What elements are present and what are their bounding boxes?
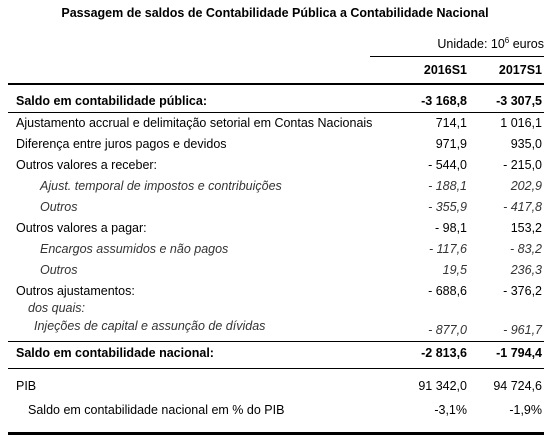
value-2017S1: - 215,0 — [503, 158, 542, 172]
value-2016S1: -3 168,8 — [421, 94, 467, 108]
table-row: Ajust. temporal de impostos e contribuiç… — [0, 176, 550, 196]
value-2016S1: - 877,0 — [428, 323, 467, 337]
row-label: Outros valores a receber: — [16, 158, 158, 172]
value-2016S1: - 117,6 — [429, 242, 467, 256]
value-2017S1: -1,9% — [509, 403, 542, 417]
column-header-row: 2016S1 2017S1 — [0, 60, 550, 80]
value-2017S1: 236,3 — [510, 263, 542, 277]
value-2017S1: 94 724,6 — [493, 379, 542, 393]
row-label: Ajust. temporal de impostos e contribuiç… — [40, 179, 282, 193]
row-label: Outros ajustamentos: — [16, 284, 135, 298]
table-row: Outros 19,5 236,3 — [0, 260, 550, 280]
unit-label: Unidade: 106 euros — [370, 36, 544, 51]
unit-rule — [370, 56, 544, 57]
row-rule — [8, 112, 544, 113]
table-row: Saldo em contabilidade nacional em % do … — [0, 400, 550, 420]
row-label: Outros — [40, 200, 78, 214]
row-label: PIB — [16, 379, 37, 393]
value-2016S1: - 544,0 — [428, 158, 467, 172]
table-row: Encargos assumidos e não pagos - 117,6 -… — [0, 239, 550, 259]
value-2016S1: 91 342,0 — [418, 379, 467, 393]
value-2017S1: - 83,2 — [510, 242, 542, 256]
table-row: Outros - 355,9 - 417,8 — [0, 197, 550, 217]
value-2016S1: 19,5 — [442, 263, 467, 277]
table-row: PIB 91 342,0 94 724,6 — [0, 376, 550, 396]
value-2017S1: 935,0 — [510, 137, 542, 151]
bottom-rule — [8, 432, 544, 435]
table-title: Passagem de saldos de Contabilidade Públ… — [61, 6, 489, 20]
row-rule — [8, 368, 544, 369]
unit-suffix: euros — [509, 37, 544, 51]
header-rule — [8, 83, 544, 85]
row-label: Saldo em contabilidade nacional em % do … — [28, 403, 285, 417]
unit-text: Unidade: 10 — [437, 37, 505, 51]
row-label: Saldo em contabilidade pública: — [16, 94, 208, 108]
unit-exponent: 6 — [504, 36, 510, 45]
value-2017S1: -1 794,4 — [496, 346, 542, 360]
value-2016S1: -3,1% — [434, 403, 467, 417]
table-row: dos quais: — [0, 300, 550, 316]
row-label: Diferença entre juros pagos e devidos — [16, 137, 227, 151]
value-2017S1: - 417,8 — [503, 200, 542, 214]
table-row: Injeções de capital e assunção de dívida… — [0, 316, 550, 337]
row-label: Saldo em contabilidade nacional: — [16, 346, 214, 360]
table-row: Saldo em contabilidade pública: -3 168,8… — [0, 91, 550, 111]
value-2017S1: - 961,7 — [503, 323, 542, 337]
value-2016S1: - 188,1 — [428, 179, 467, 193]
value-2016S1: - 98,1 — [435, 221, 467, 235]
value-2017S1: 1 016,1 — [500, 116, 542, 130]
row-label: Outros valores a pagar: — [16, 221, 147, 235]
table-row: Diferença entre juros pagos e devidos 97… — [0, 134, 550, 154]
column-header-2016S1: 2016S1 — [423, 63, 467, 77]
value-2016S1: - 688,6 — [428, 284, 467, 298]
row-label: Encargos assumidos e não pagos — [40, 242, 229, 256]
value-2016S1: - 355,9 — [428, 200, 467, 214]
row-label: Ajustamento accrual e delimitação setori… — [16, 116, 373, 130]
row-label: Injeções de capital e assunção de dívida… — [34, 319, 266, 333]
column-header-2017S1: 2017S1 — [498, 63, 542, 77]
table-row: Outros ajustamentos: - 688,6 - 376,2 — [0, 281, 550, 301]
value-2016S1: 971,9 — [435, 137, 467, 151]
value-2017S1: -3 307,5 — [496, 94, 542, 108]
value-2017S1: 153,2 — [510, 221, 542, 235]
value-2016S1: -2 813,6 — [421, 346, 467, 360]
row-label: Outros — [40, 263, 78, 277]
value-2017S1: 202,9 — [510, 179, 542, 193]
table-row: Outros valores a pagar: - 98,1 153,2 — [0, 218, 550, 238]
row-label: dos quais: — [28, 301, 85, 315]
table-row: Outros valores a receber: - 544,0 - 215,… — [0, 155, 550, 175]
table-row: Saldo em contabilidade nacional: -2 813,… — [0, 343, 550, 363]
value-2017S1: - 376,2 — [503, 284, 542, 298]
table-row: Ajustamento accrual e delimitação setori… — [0, 113, 550, 133]
row-rule — [8, 341, 544, 342]
value-2016S1: 714,1 — [435, 116, 467, 130]
